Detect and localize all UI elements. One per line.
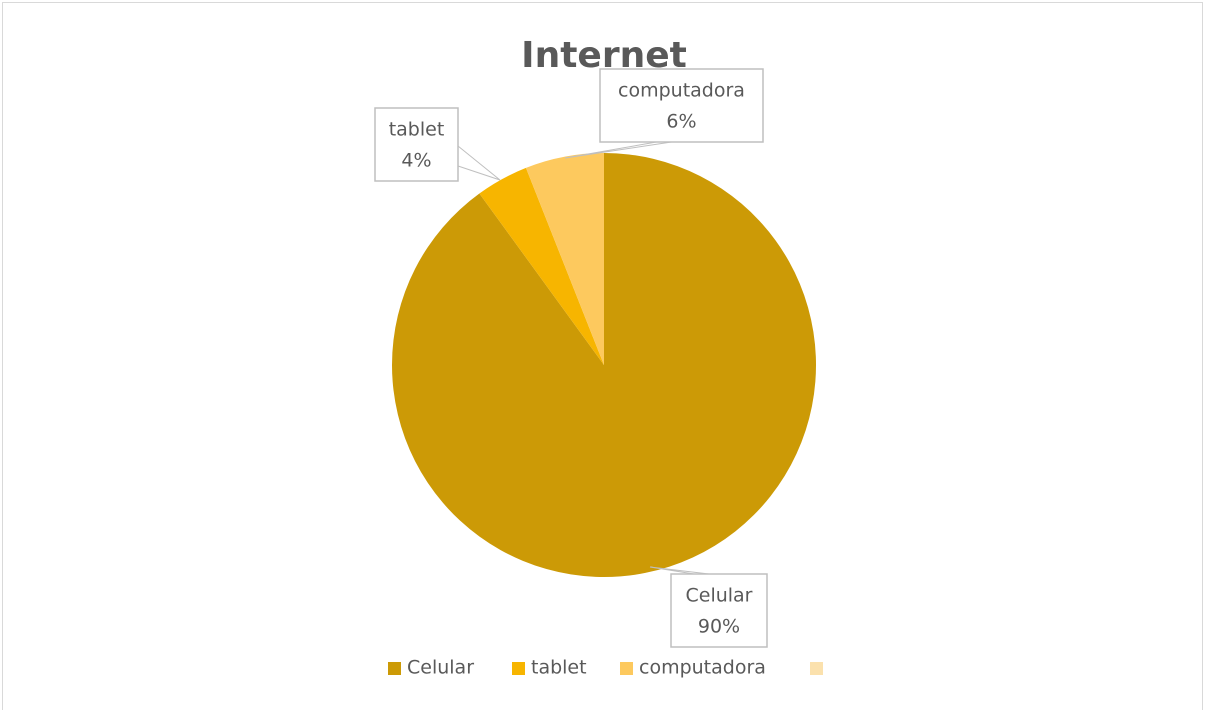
pie-slice [479,167,604,365]
legend-label: tablet [531,657,587,679]
legend-swatch [620,662,633,675]
data-label-value: 4% [401,150,431,172]
leader-line [564,141,672,159]
data-label-category: Celular [685,585,752,607]
legend-swatch [810,662,823,675]
data-label-category: tablet [389,119,445,141]
label-box [374,107,459,182]
legend-swatch [388,662,401,675]
pie-slice [525,153,604,365]
legend-label: computadora [639,657,766,679]
data-label-value: 6% [666,111,696,133]
leader-line [649,566,710,575]
legend-swatch [512,662,525,675]
legend-label: Celular [407,657,474,679]
leader-line [457,144,501,181]
label-box [599,68,764,143]
data-label-category: computadora [618,80,745,102]
data-label-value: 90% [698,616,740,638]
label-box [670,573,768,648]
